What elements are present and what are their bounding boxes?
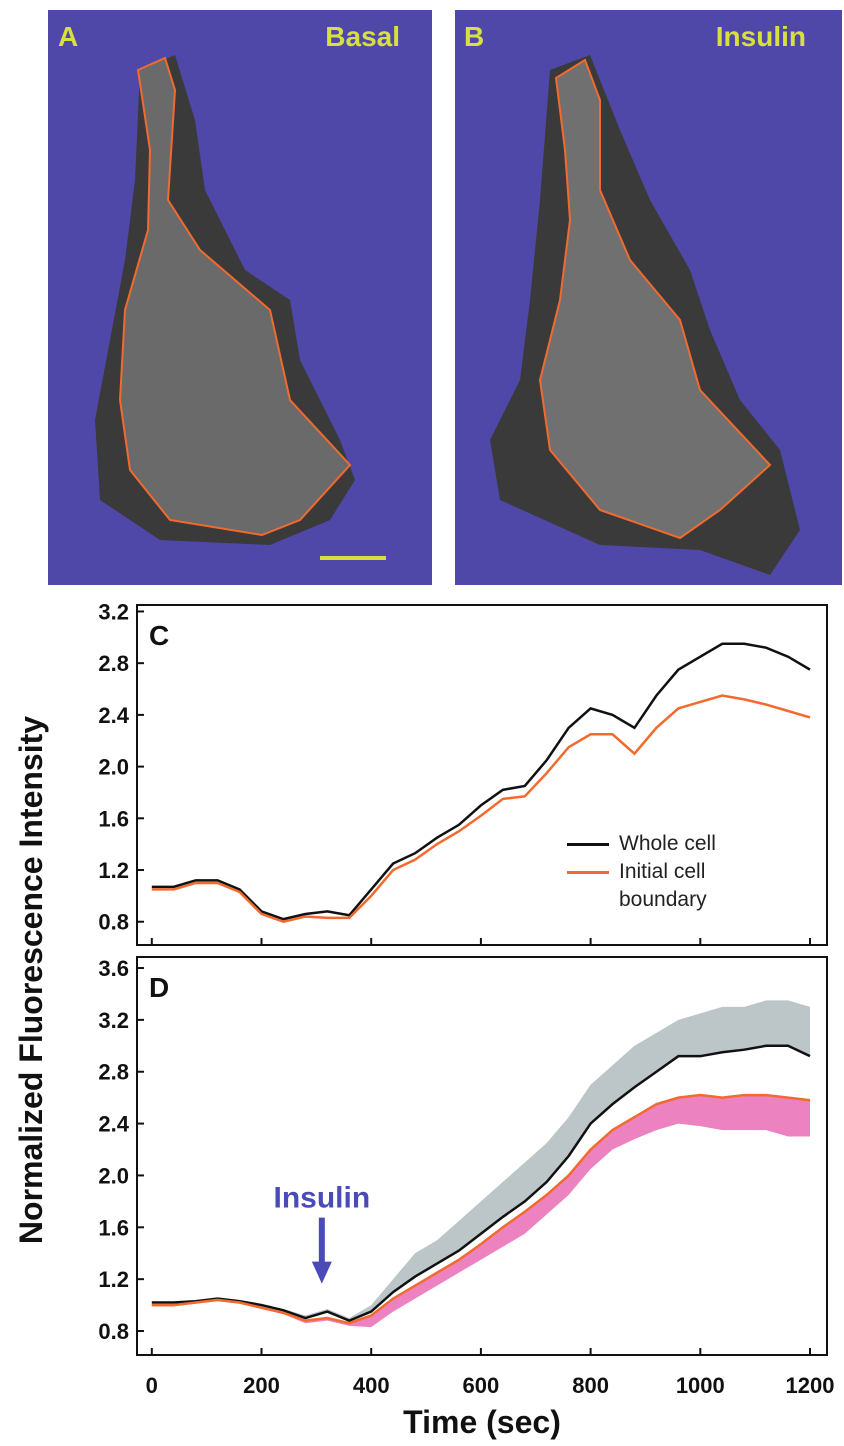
annotation: Insulin: [274, 1182, 371, 1215]
legend-swatch: [567, 843, 609, 846]
plot-frame: [136, 956, 828, 1356]
y-tick-label: 1.6: [98, 806, 129, 831]
x-tick-label: 1200: [786, 1373, 835, 1398]
plot-area: [151, 642, 811, 924]
data-line: [151, 694, 811, 924]
legend-entry: Whole cell: [567, 830, 759, 858]
legend-entry: Initial cell boundary: [567, 858, 759, 914]
error-band: [151, 1095, 810, 1328]
y-tick-label: 0.8: [98, 1319, 129, 1344]
legend-label: Whole cell: [619, 832, 716, 855]
cell-outline: [118, 56, 352, 537]
data-line: [151, 642, 811, 921]
annotation-arrowhead: [311, 1261, 332, 1284]
x-tick-label: 200: [243, 1373, 280, 1398]
x-tick-label: 600: [463, 1373, 500, 1398]
cell-outline: [538, 58, 772, 540]
x-tick-label: 400: [353, 1373, 390, 1398]
image-panel-a: A Basal: [48, 10, 432, 585]
data-line: [151, 1044, 811, 1322]
panel-caption: Insulin: [716, 21, 806, 52]
y-tick-label: 3.6: [98, 956, 129, 981]
plot-frame: [136, 604, 828, 946]
y-tick-label: 2.0: [98, 755, 129, 780]
data-line: [151, 1093, 811, 1325]
y-tick-label: 1.6: [98, 1215, 129, 1240]
y-tick-label: 3.2: [98, 1008, 129, 1033]
y-tick-label: 2.0: [98, 1163, 129, 1188]
image-panel-b: B Insulin: [455, 10, 842, 585]
error-band: [151, 1000, 810, 1321]
y-tick-label: 2.4: [98, 1112, 129, 1137]
y-tick-label: 0.8: [98, 910, 129, 935]
y-tick-label: 2.8: [98, 1060, 129, 1085]
y-axis-label: Normalized Fluorescence Intensity: [13, 716, 49, 1244]
legend-swatch: [567, 871, 609, 874]
plot-area: [151, 1000, 811, 1328]
x-tick-label: 800: [572, 1373, 609, 1398]
panel-caption: Basal: [325, 21, 400, 52]
panel-label: D: [149, 972, 169, 1003]
x-tick-label: 0: [146, 1373, 158, 1398]
y-tick-label: 2.8: [98, 651, 129, 676]
panel-label: A: [58, 21, 78, 52]
y-tick-label: 3.2: [98, 599, 129, 624]
legend: Whole cell Initial cell boundary: [567, 830, 759, 914]
panel-label: C: [149, 620, 169, 651]
y-tick-label: 2.4: [98, 703, 129, 728]
x-axis-label: Time (sec): [403, 1404, 561, 1440]
panel-label: B: [464, 21, 484, 52]
legend-label: Initial cell boundary: [619, 860, 707, 911]
y-tick-label: 1.2: [98, 858, 129, 883]
x-tick-label: 1000: [676, 1373, 725, 1398]
y-tick-label: 1.2: [98, 1267, 129, 1292]
